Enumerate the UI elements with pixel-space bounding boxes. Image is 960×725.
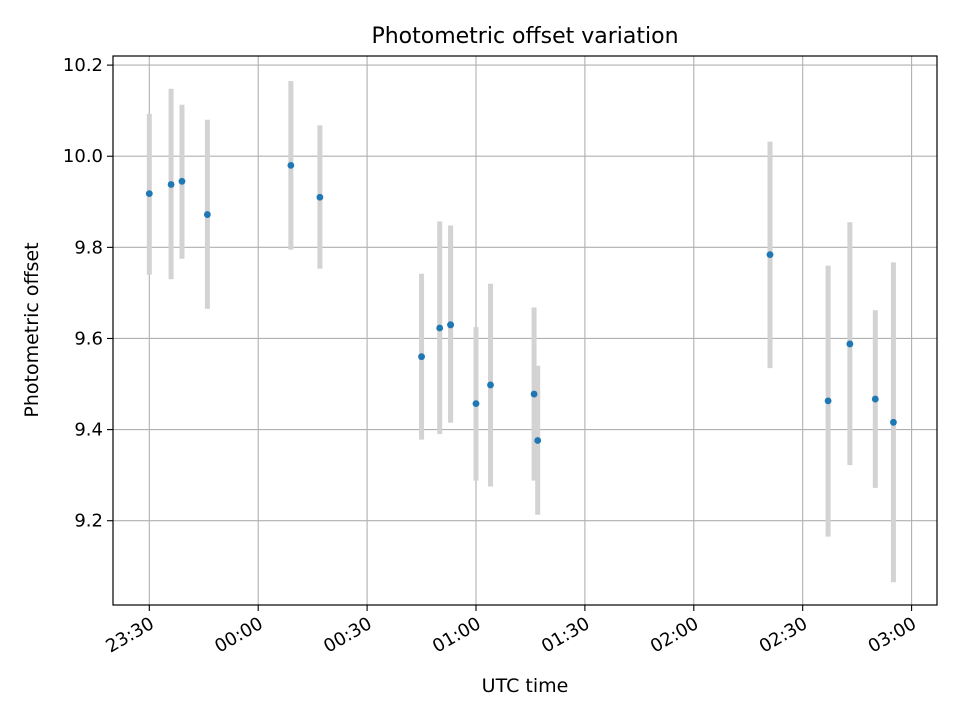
x-tick-label: 03:00 — [865, 613, 920, 657]
data-point — [846, 340, 854, 348]
data-point — [316, 193, 324, 201]
chart-title: Photometric offset variation — [371, 24, 678, 49]
x-tick-label: 01:00 — [429, 613, 484, 657]
data-point — [871, 395, 879, 403]
y-axis-label: Photometric offset — [21, 242, 43, 417]
data-point — [472, 400, 480, 408]
data-point — [766, 251, 774, 259]
data-point — [530, 390, 538, 398]
y-tick-label: 10.2 — [63, 55, 103, 76]
x-tick-label: 00:00 — [211, 613, 266, 657]
data-point — [145, 190, 153, 197]
data-point — [418, 353, 425, 361]
y-tick-label: 10.0 — [63, 146, 103, 167]
y-tick-label: 9.2 — [74, 511, 103, 532]
x-tick-label: 01:30 — [538, 613, 593, 657]
x-tick-label: 02:30 — [756, 613, 811, 657]
plot-frame — [112, 55, 938, 606]
data-point — [203, 211, 211, 218]
grid — [113, 56, 937, 605]
data-point — [436, 324, 444, 332]
y-axis-ticks: 9.2 9.4 9.6 9.8 10.0 10.2 — [63, 55, 113, 532]
data-point — [447, 321, 454, 329]
x-tick-label: 23:30 — [102, 613, 157, 657]
data-point — [534, 437, 542, 444]
y-tick-label: 9.6 — [74, 328, 103, 349]
data-point — [167, 181, 175, 188]
x-axis-ticks: 23:30 00:00 00:30 01:00 01:30 02:00 02:30 03:00 — [102, 605, 920, 657]
data-point — [487, 381, 494, 389]
data-point — [890, 418, 897, 426]
data-point — [178, 177, 186, 185]
data-point — [824, 397, 832, 405]
data-points — [145, 161, 897, 444]
y-tick-label: 9.4 — [74, 420, 103, 441]
data-point — [287, 161, 295, 169]
y-tick-label: 9.8 — [74, 237, 103, 258]
x-tick-label: 02:00 — [647, 613, 702, 657]
x-axis-label: UTC time — [482, 675, 569, 697]
x-tick-label: 00:30 — [320, 613, 375, 657]
